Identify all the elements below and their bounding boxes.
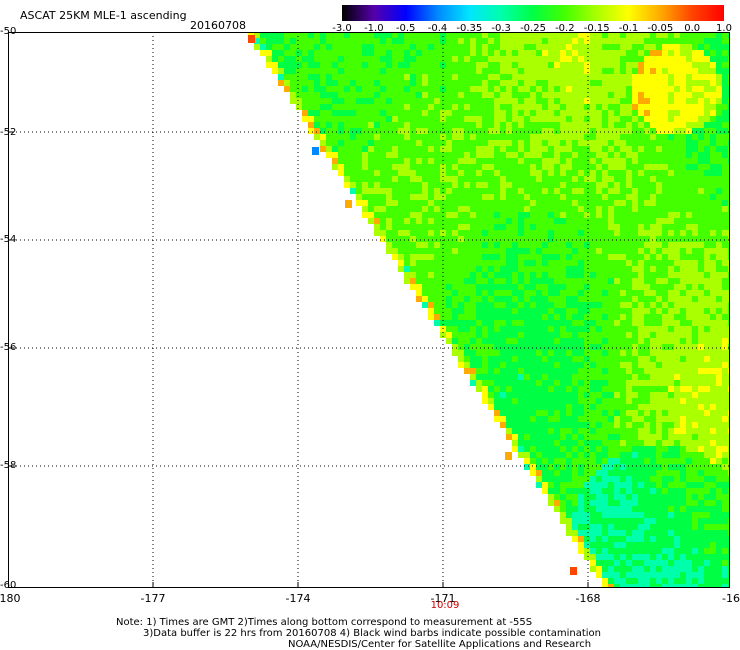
mle-accent-cell <box>312 147 319 155</box>
longitude-label: -171 <box>430 592 456 605</box>
color-scale-tick-label: -0.15 <box>583 23 610 34</box>
color-scale-tick-label: -0.4 <box>427 23 448 34</box>
color-scale-tick-label: -0.35 <box>456 23 483 34</box>
lat-lon-grid <box>8 32 730 588</box>
mle-value-cells <box>248 32 730 588</box>
color-scale-tick-label: -0.05 <box>647 23 674 34</box>
color-scale-tick-label: 1.0 <box>716 23 732 34</box>
map-title: ASCAT 25KM MLE-1 ascending <box>20 9 187 22</box>
longitude-label: -180 <box>0 592 21 605</box>
color-scale-tick-label: -1.0 <box>364 23 384 34</box>
mle-accent-cell <box>345 200 352 208</box>
axis-ticks <box>8 32 730 588</box>
plot-frame <box>8 32 730 588</box>
color-scale-tick-label: -0.25 <box>520 23 546 34</box>
mle-accent-cell <box>505 452 512 460</box>
date-label: 20160708 <box>190 19 246 32</box>
latitude-label: -56 <box>0 342 17 353</box>
swath-time-label: 10:09 <box>430 600 460 611</box>
note-line-3: NOAA/NESDIS/Center for Satellite Applica… <box>288 639 592 650</box>
mle-swath-map <box>8 32 730 588</box>
color-scale-tick-label: 0.0 <box>684 23 701 34</box>
mle-accent-cell <box>248 35 255 43</box>
longitude-label: -177 <box>140 592 166 605</box>
color-scale-tick-label: -3.0 <box>332 23 352 34</box>
color-scale-tick-label: -0.5 <box>395 23 416 34</box>
mle-accent-cell <box>570 567 577 575</box>
color-scale-bar <box>342 5 724 21</box>
latitude-label: -50 <box>0 26 17 37</box>
latitude-label: -54 <box>0 234 17 245</box>
longitude-label: -168 <box>575 592 601 605</box>
longitude-label: -16 <box>722 592 740 605</box>
longitude-label: -174 <box>285 592 311 605</box>
map-plot-area <box>8 32 730 588</box>
note-line-2: 3)Data buffer is 22 hrs from 20160708 4)… <box>143 628 601 639</box>
color-scale-tick-label: -0.2 <box>555 23 575 34</box>
color-scale-gradient <box>342 5 724 21</box>
latitude-label: -60 <box>0 580 17 591</box>
color-scale-tick-label: -0.3 <box>491 23 511 34</box>
note-line-1: Note: 1) Times are GMT 2)Times along bot… <box>116 617 533 628</box>
latitude-label: -58 <box>0 460 17 471</box>
color-scale-tick-label: -0.1 <box>618 23 639 34</box>
latitude-label: -52 <box>0 127 17 138</box>
